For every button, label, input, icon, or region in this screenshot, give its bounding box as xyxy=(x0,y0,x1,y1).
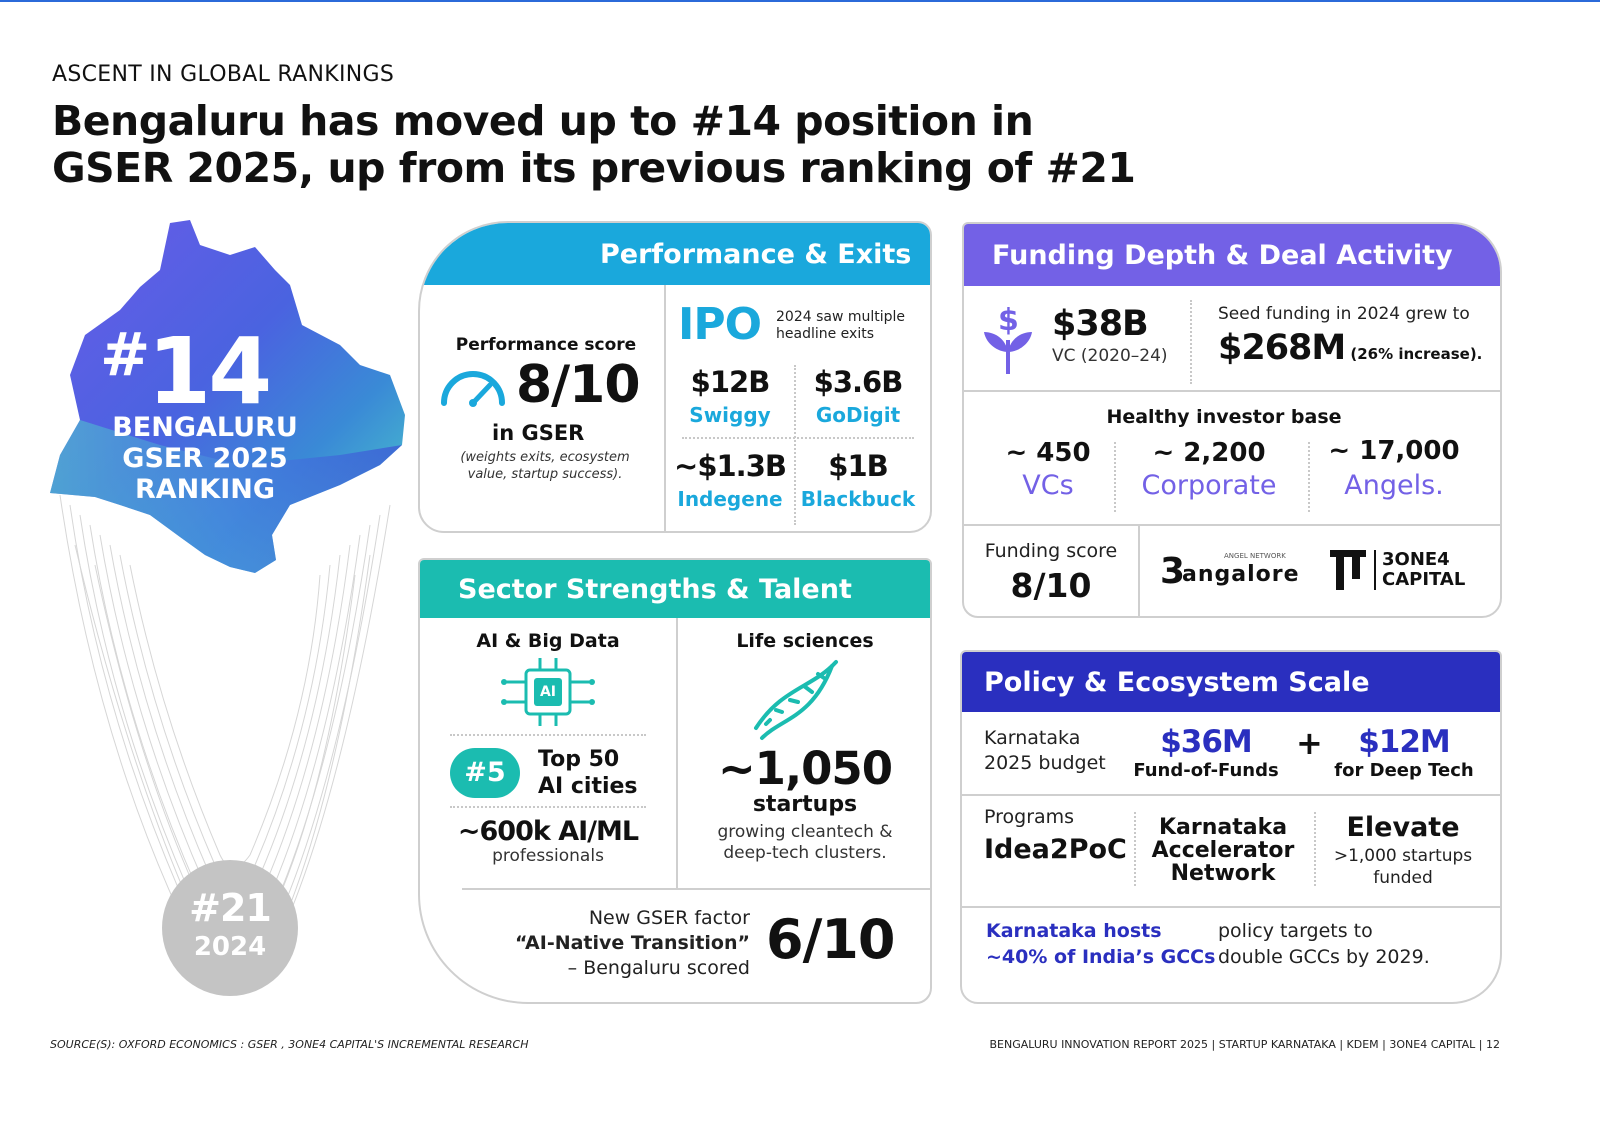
exit-name-blackbuck: Blackbuck xyxy=(800,487,916,511)
program-idea2poc: Idea2PoC xyxy=(984,834,1127,865)
exit-value-swiggy: $12B xyxy=(690,365,771,399)
gcc-target: policy targets to double GCCs by 2029. xyxy=(1218,920,1430,968)
ai-native-score: 6/10 xyxy=(766,908,895,971)
ai-talent-sub: professionals xyxy=(492,846,604,866)
performance-score-label: Performance score xyxy=(455,335,637,355)
investor-vcs: ~ 450 VCs xyxy=(1005,438,1091,501)
speedometer-icon xyxy=(441,371,505,407)
deep-tech-label: for Deep Tech xyxy=(1334,760,1474,781)
life-sciences-title: Life sciences xyxy=(736,630,874,652)
exit-name-swiggy: Swiggy xyxy=(689,403,771,427)
performance-score: 8/10 xyxy=(516,355,641,415)
exit-name-godigit: GoDigit xyxy=(815,403,901,427)
money-plant-icon: $ xyxy=(984,303,1032,374)
page-headline: Bengaluru has moved up to #14 position i… xyxy=(52,98,1152,192)
ai-rank-badge: #5 xyxy=(450,748,520,798)
ai-bigdata-title: AI & Big Data xyxy=(476,630,620,652)
previous-rank-circle: #21 2024 xyxy=(162,860,298,996)
rank-label: BENGALURU GSER 2025 RANKING xyxy=(112,412,298,505)
funding-title: Funding Depth & Deal Activity xyxy=(992,240,1453,271)
vc-value: $38B xyxy=(1052,304,1149,344)
plus-sign: + xyxy=(1296,724,1323,762)
exit-value-blackbuck: $1B xyxy=(828,449,888,483)
policy-panel: Policy & Ecosystem Scale Karnataka 2025 … xyxy=(960,650,1502,1004)
vc-label: VC (2020–24) xyxy=(1052,346,1168,366)
exit-value-godigit: $3.6B xyxy=(813,365,904,399)
footer-source: SOURCE(S): OXFORD ECONOMICS : GSER , 3ON… xyxy=(50,1038,529,1051)
performance-panel: Performance & Exits Performance score 8/… xyxy=(418,221,932,533)
funding-score-label: Funding score xyxy=(984,540,1118,562)
fund-of-funds-value: $36M xyxy=(1160,724,1253,760)
performance-score-sub: in GSER xyxy=(492,421,585,445)
headline-line-1: Bengaluru has moved up to #14 position i… xyxy=(52,97,1034,145)
headline-line-2: GSER 2025, up from its previous ranking … xyxy=(52,144,1136,192)
performance-title: Performance & Exits xyxy=(600,239,912,270)
svg-text:$: $ xyxy=(998,303,1019,338)
current-rank: #14 xyxy=(100,318,272,425)
policy-title: Policy & Ecosystem Scale xyxy=(984,667,1370,698)
section-kicker: ASCENT IN GLOBAL RANKINGS xyxy=(52,62,395,87)
exit-name-indegene: Indegene xyxy=(677,487,783,511)
programs-label: Programs xyxy=(984,806,1075,828)
deep-tech-value: $12M xyxy=(1358,724,1451,760)
ipo-note: 2024 saw multiple headline exits xyxy=(776,309,906,342)
sector-panel: Sector Strengths & Talent AI & Big Data … xyxy=(418,558,932,1004)
seed-value-row: $268M (26% increase). xyxy=(1218,328,1482,368)
previous-rank: #21 xyxy=(189,886,272,930)
ipo-label: IPO xyxy=(678,299,762,350)
fund-of-funds-label: Fund-of-Funds xyxy=(1133,760,1279,781)
program-elevate: Elevate >1,000 startups funded xyxy=(1333,812,1473,888)
performance-score-note: (weights exits, ecosystem value, startup… xyxy=(460,450,630,482)
ai-talent-value: ~600k AI/ML xyxy=(457,816,639,847)
seed-increase: (26% increase). xyxy=(1350,345,1483,363)
program-karnataka-accelerator: Karnataka Accelerator Network xyxy=(1151,815,1295,886)
funding-score: 8/10 xyxy=(1010,566,1092,605)
investor-corporate: ~ 2,200 Corporate xyxy=(1141,438,1277,501)
budget-label: Karnataka 2025 budget xyxy=(984,727,1106,774)
startups-note: growing cleantech & deep-tech clusters. xyxy=(717,822,893,863)
startups-value: ~1,050 xyxy=(717,742,893,795)
investor-base-title: Healthy investor base xyxy=(1106,406,1342,428)
footer-credit: BENGALURU INNOVATION REPORT 2025 | START… xyxy=(989,1038,1500,1051)
seed-text: Seed funding in 2024 grew to xyxy=(1218,304,1470,324)
previous-rank-year: 2024 xyxy=(193,932,267,962)
funding-panel: Funding Depth & Deal Activity $ $38B VC … xyxy=(962,222,1502,618)
ai-rank-text: Top 50 AI cities xyxy=(538,747,638,799)
gser-factor-text: New GSER factor “AI-Native Transition” –… xyxy=(515,907,750,979)
top-accent-line xyxy=(0,0,1600,2)
exit-value-indegene: ~$1.3B xyxy=(674,449,787,483)
3one4-mark-icon xyxy=(1330,550,1366,590)
dna-icon xyxy=(754,660,838,740)
startups-label: startups xyxy=(752,792,858,817)
seed-value: $268M xyxy=(1218,328,1346,368)
investor-angels: ~ 17,000 Angels. xyxy=(1328,436,1460,501)
ai-badge-text: AI xyxy=(539,684,557,700)
ai-chip-icon xyxy=(501,658,595,726)
gcc-highlight: Karnataka hosts ~40% of India’s GCCs xyxy=(986,920,1216,968)
sector-title: Sector Strengths & Talent xyxy=(458,574,852,605)
